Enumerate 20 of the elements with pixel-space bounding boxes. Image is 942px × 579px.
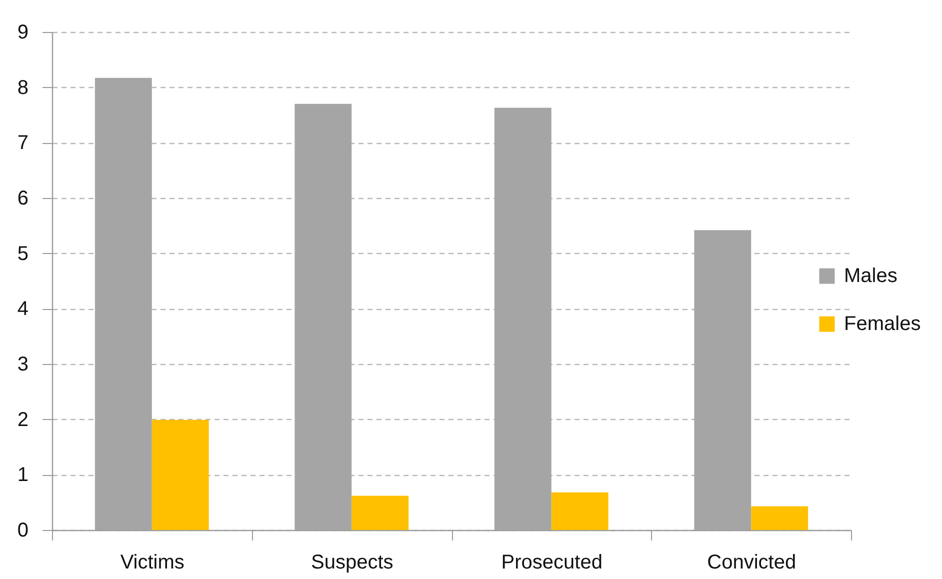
bar [551,492,608,530]
y-tick-label: 0 [17,520,28,542]
x-tick-label: Victims [120,552,184,574]
y-tick-label: 7 [17,132,28,154]
y-tick-label: 9 [17,22,28,44]
y-tick-label: 5 [17,242,28,265]
y-tick-label: 2 [17,408,28,431]
y-tick-label: 3 [17,354,28,376]
y-tick-label: 6 [17,188,28,210]
y-tick-label: 1 [17,464,28,486]
bar [152,420,209,530]
legend-label: Females [844,313,921,336]
x-tick-label: Suspects [310,552,394,574]
bar [352,496,409,530]
x-tick-label: Prosecuted [501,552,602,574]
bar [751,506,808,530]
y-tick-label: 8 [17,76,28,99]
legend-label: Males [844,265,898,288]
x-tick-label: Convicted [707,552,796,574]
y-tick-label: 4 [17,298,28,320]
